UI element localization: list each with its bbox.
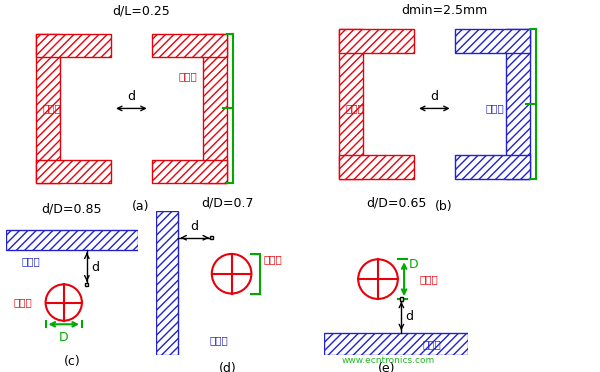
Text: d: d: [127, 90, 136, 103]
Title: d/D=0.7: d/D=0.7: [202, 196, 254, 209]
Title: d/D=0.85: d/D=0.85: [42, 202, 102, 215]
Text: 热表面: 热表面: [419, 274, 438, 284]
Text: 热表面: 热表面: [43, 103, 62, 113]
Text: 冷表面: 冷表面: [209, 335, 229, 345]
Bar: [506, 29, 530, 179]
Text: 热表面: 热表面: [179, 71, 197, 81]
Text: (c): (c): [64, 355, 80, 368]
Bar: [339, 155, 414, 179]
Circle shape: [358, 259, 398, 299]
Circle shape: [46, 284, 82, 321]
Bar: [156, 211, 178, 355]
Bar: [85, 283, 88, 286]
Bar: [36, 33, 111, 57]
Text: 热表面: 热表面: [263, 254, 283, 264]
Bar: [455, 29, 530, 53]
Title: d/L=0.25: d/L=0.25: [112, 4, 170, 17]
Bar: [6, 230, 138, 250]
Bar: [339, 29, 414, 53]
Bar: [203, 33, 227, 183]
Text: d: d: [430, 90, 439, 103]
Text: (a): (a): [132, 201, 150, 214]
Text: 热表面: 热表面: [346, 103, 365, 113]
Text: (e): (e): [378, 362, 396, 372]
Title: dmin=2.5mm: dmin=2.5mm: [401, 4, 487, 17]
Bar: [36, 33, 60, 183]
Bar: [324, 333, 468, 355]
Text: (d): (d): [219, 362, 237, 372]
Bar: [339, 29, 363, 179]
Text: www.ecntronics.com: www.ecntronics.com: [342, 356, 435, 365]
Bar: [152, 33, 227, 57]
Bar: [152, 160, 227, 183]
Text: D: D: [59, 331, 68, 344]
Text: 冷表面: 冷表面: [422, 339, 442, 349]
Text: 热表面: 热表面: [13, 298, 32, 308]
Bar: [36, 160, 111, 183]
Text: D: D: [409, 257, 418, 270]
Text: (b): (b): [435, 201, 453, 214]
Text: d: d: [405, 310, 413, 323]
Text: 冷表面: 冷表面: [22, 256, 40, 266]
Circle shape: [212, 254, 251, 294]
Text: d: d: [91, 260, 99, 273]
Title: d/D=0.65: d/D=0.65: [366, 196, 426, 209]
Bar: [455, 155, 530, 179]
Text: d: d: [191, 220, 199, 233]
Bar: [400, 297, 403, 301]
Text: 冷表面: 冷表面: [486, 103, 505, 113]
Bar: [210, 236, 214, 239]
